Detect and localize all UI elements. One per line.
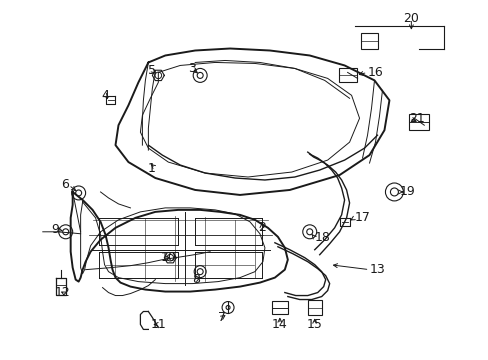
Bar	[307, 300, 321, 315]
Text: 8: 8	[192, 273, 200, 286]
Text: 20: 20	[403, 12, 418, 25]
Text: 21: 21	[408, 112, 424, 125]
Bar	[271, 301, 287, 315]
Bar	[360, 32, 378, 49]
Text: 7: 7	[218, 311, 225, 324]
Text: 18: 18	[314, 231, 330, 244]
Text: 9: 9	[51, 223, 59, 236]
Text: 13: 13	[369, 263, 385, 276]
Text: 2: 2	[258, 221, 265, 234]
Text: 11: 11	[150, 318, 166, 331]
Text: 14: 14	[271, 318, 287, 331]
Text: 3: 3	[188, 62, 196, 75]
Bar	[408, 114, 428, 130]
Text: 17: 17	[354, 211, 370, 224]
Bar	[338, 68, 356, 82]
Text: 16: 16	[367, 66, 383, 79]
Text: 12: 12	[55, 286, 70, 299]
Text: 5: 5	[148, 64, 156, 77]
Text: 10: 10	[160, 251, 176, 264]
Text: 4: 4	[102, 89, 109, 102]
Text: 1: 1	[147, 162, 155, 175]
Text: 19: 19	[399, 185, 414, 198]
Text: 15: 15	[306, 318, 322, 331]
Text: 6: 6	[61, 179, 68, 192]
